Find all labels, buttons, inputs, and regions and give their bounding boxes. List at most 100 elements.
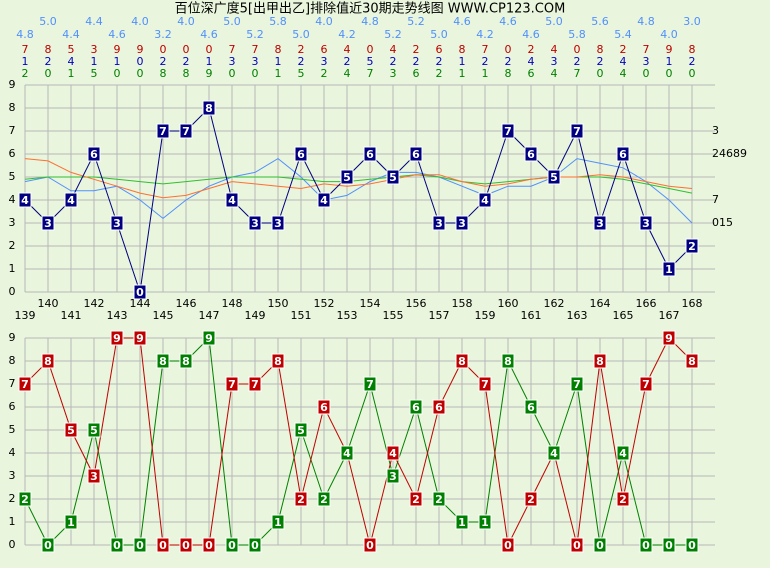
point-marker — [202, 100, 216, 116]
x-tick-label: 166 — [636, 297, 657, 310]
y-tick-label: 3 — [9, 469, 16, 482]
point-marker — [386, 468, 400, 484]
digit-row: 4 — [344, 43, 351, 56]
point-label: 3 — [251, 217, 259, 230]
point-label: 4 — [481, 194, 489, 207]
digit-row: 6 — [436, 43, 443, 56]
digit-row: 2 — [344, 55, 351, 68]
x-tick-label: 163 — [567, 309, 588, 322]
digit-row: 6 — [321, 43, 328, 56]
point-label: 0 — [573, 539, 581, 552]
digit-row: 1 — [482, 67, 489, 80]
point-label: 7 — [573, 125, 581, 138]
point-marker — [386, 445, 400, 461]
point-marker — [133, 330, 147, 346]
header-value: 4.8 — [637, 15, 655, 28]
point-label: 4 — [320, 194, 328, 207]
digit-row: 4 — [528, 55, 535, 68]
point-marker — [64, 192, 78, 208]
point-label: 8 — [596, 355, 604, 368]
digit-row: 4 — [620, 55, 627, 68]
digit-row: 8 — [505, 67, 512, 80]
digit-row: 2 — [689, 55, 696, 68]
point-marker — [386, 169, 400, 185]
point-marker — [662, 330, 676, 346]
y-tick-label: 1 — [9, 262, 16, 275]
point-marker — [547, 445, 561, 461]
point-label: 8 — [688, 355, 696, 368]
y-tick-label: 8 — [9, 101, 16, 114]
point-label: 8 — [205, 102, 213, 115]
y-tick-label: 9 — [9, 331, 16, 344]
point-label: 8 — [458, 355, 466, 368]
point-marker — [455, 215, 469, 231]
header-value: 4.8 — [16, 28, 34, 41]
point-label: 4 — [550, 447, 558, 460]
annotation: 3 — [712, 124, 719, 137]
x-tick-label: 152 — [314, 297, 335, 310]
x-tick-label: 157 — [429, 309, 450, 322]
series-line — [24, 107, 693, 293]
digit-row: 0 — [597, 67, 604, 80]
point-label: 6 — [527, 148, 535, 161]
point-marker — [685, 353, 699, 369]
point-label: 6 — [619, 148, 627, 161]
digit-row: 7 — [482, 43, 489, 56]
digit-row: 4 — [620, 67, 627, 80]
point-marker — [156, 123, 170, 139]
point-label: 3 — [44, 217, 52, 230]
point-marker — [524, 491, 538, 507]
point-marker — [501, 123, 515, 139]
point-marker — [501, 353, 515, 369]
series-line — [24, 336, 692, 546]
point-label: 0 — [642, 539, 650, 552]
digit-row: 1 — [666, 55, 673, 68]
point-label: 7 — [21, 378, 29, 391]
point-marker — [202, 330, 216, 346]
y-tick-label: 4 — [9, 446, 16, 459]
point-marker — [685, 238, 699, 254]
digit-row: 9 — [137, 43, 144, 56]
digit-row: 0 — [45, 67, 52, 80]
digit-row: 5 — [298, 67, 305, 80]
point-marker — [432, 399, 446, 415]
point-label: 8 — [159, 355, 167, 368]
digit-row: 7 — [22, 43, 29, 56]
header-value: 4.6 — [200, 28, 218, 41]
header-value: 4.0 — [660, 28, 678, 41]
x-tick-label: 161 — [521, 309, 542, 322]
annotation: 24689 — [712, 147, 747, 160]
point-label: 9 — [205, 332, 213, 345]
point-marker — [616, 491, 630, 507]
point-label: 0 — [251, 539, 259, 552]
point-marker — [87, 468, 101, 484]
x-tick-label: 149 — [245, 309, 266, 322]
point-marker — [501, 537, 515, 553]
point-marker — [662, 261, 676, 277]
point-label: 0 — [113, 539, 121, 552]
chart-title: 百位深广度5[出甲出乙]排除值近30期走势线图 WWW.CP123.COM — [175, 1, 566, 17]
point-label: 0 — [504, 539, 512, 552]
digit-row: 2 — [597, 55, 604, 68]
digit-row: 8 — [275, 43, 282, 56]
point-marker — [87, 422, 101, 438]
x-tick-label: 148 — [222, 297, 243, 310]
point-marker — [616, 445, 630, 461]
point-marker — [409, 146, 423, 162]
annotation: 015 — [712, 216, 733, 229]
x-tick-label: 144 — [130, 297, 151, 310]
point-label: 0 — [665, 539, 673, 552]
point-marker — [340, 445, 354, 461]
point-label: 9 — [113, 332, 121, 345]
point-label: 0 — [688, 539, 696, 552]
point-marker — [225, 376, 239, 392]
point-marker — [271, 215, 285, 231]
header-value: 5.2 — [407, 15, 425, 28]
digit-row: 2 — [574, 55, 581, 68]
x-tick-label: 145 — [153, 309, 174, 322]
digit-row: 0 — [666, 67, 673, 80]
y-tick-label: 6 — [9, 400, 16, 413]
x-tick-label: 160 — [498, 297, 519, 310]
digit-row: 4 — [551, 43, 558, 56]
